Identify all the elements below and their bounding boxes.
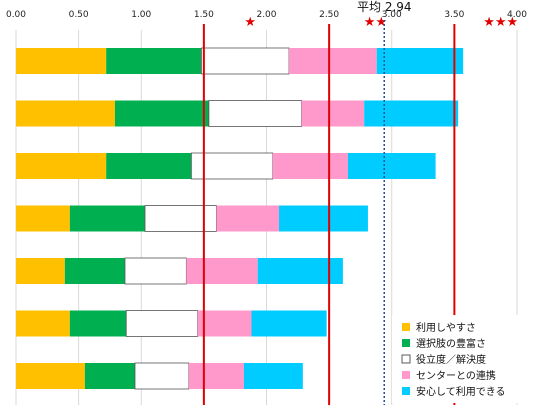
x-tick-label: 2.00 (256, 10, 276, 20)
legend-label: センターとの連携 (416, 369, 496, 382)
bar-segment (16, 363, 85, 389)
bar-segment (16, 310, 70, 337)
x-tick-label: 0.00 (6, 10, 26, 20)
bar-segment (124, 257, 187, 285)
bar-segment (251, 310, 327, 337)
x-tick-label: 3.00 (382, 10, 402, 20)
bar-segment (16, 153, 107, 179)
legend-background (392, 315, 520, 403)
bar-segment (69, 205, 146, 232)
bar-segment (16, 100, 115, 127)
bar-segment (106, 153, 192, 179)
bar-segment (200, 47, 290, 75)
bar-segment (301, 100, 365, 127)
bar-segment (190, 152, 274, 180)
bar-segment (243, 363, 303, 389)
bar-segment (64, 258, 125, 284)
legend-swatch (402, 323, 410, 331)
bar-segment (216, 205, 280, 232)
star-marks: ★ ★★ ★★★ (244, 15, 518, 30)
x-tick-label: 0.50 (69, 10, 89, 20)
bar-segment (208, 100, 302, 127)
bar-segment (16, 48, 107, 74)
star-mark: ★ (244, 15, 256, 30)
star-mark: ★★ (364, 15, 387, 30)
legend-label: 安心して利用できる (416, 385, 506, 398)
bar-segment (16, 205, 70, 232)
bar-segment (257, 258, 343, 284)
bar-segment (188, 363, 244, 389)
bar-segment (125, 310, 199, 337)
legend-swatch (402, 387, 410, 395)
bar-segment (272, 153, 348, 179)
average-marker: 平均 2.94 (357, 0, 412, 405)
x-tick-label: 3.50 (444, 10, 464, 20)
bar-segment (279, 205, 368, 232)
bar-segment (347, 153, 436, 179)
bar-segment (186, 258, 258, 284)
x-tick-label: 2.50 (319, 10, 339, 20)
legend-label: 役立度／解決度 (416, 353, 486, 366)
bar-segment (106, 48, 202, 74)
x-tick-label: 1.50 (194, 10, 214, 20)
bar-segment (197, 310, 252, 337)
bar-segment (364, 100, 459, 127)
legend-swatch (402, 339, 410, 347)
x-tick-label: 4.00 (507, 10, 527, 20)
legend-label: 選択肢の豊富さ (416, 337, 486, 350)
bar-segment (69, 310, 127, 337)
legend-label: 利用しやすさ (416, 322, 476, 334)
bars (16, 47, 464, 390)
bar-segment (289, 48, 377, 74)
bar-segment (16, 258, 65, 284)
average-label: 平均 2.94 (357, 0, 412, 14)
legend-swatch (402, 371, 410, 379)
bar-segment (84, 363, 135, 389)
bar-segment (144, 205, 217, 232)
legend-swatch (401, 354, 411, 364)
bar-segment (114, 100, 209, 127)
x-tick-label: 1.00 (131, 10, 151, 20)
bar-segment (376, 48, 464, 74)
star-mark: ★★★ (483, 15, 518, 30)
bar-segment (134, 362, 190, 390)
x-axis-ticks: 0.00 0.50 1.00 1.50 2.00 2.50 3.00 3.50 4.00 (6, 10, 527, 20)
